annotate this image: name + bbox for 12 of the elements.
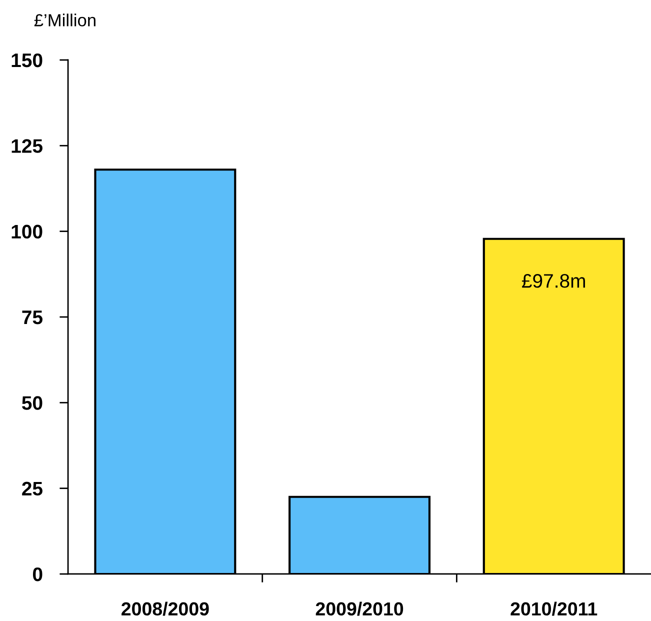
- y-tick-label: 100: [12, 224, 42, 239]
- y-tick-label: 0: [32, 567, 42, 582]
- y-axis-title: £’Million: [34, 14, 96, 26]
- y-tick-label: 150: [12, 53, 42, 68]
- x-tick-label: 2008/2009: [122, 602, 209, 616]
- y-tick-label: 25: [22, 482, 42, 496]
- data-label: £97.8m: [522, 274, 585, 288]
- y-tick-label: 75: [22, 310, 42, 324]
- y-tick-label: 125: [12, 139, 42, 153]
- x-tick-label: 2010/2011: [510, 602, 598, 616]
- x-tick-label: 2009/2010: [316, 602, 404, 616]
- y-tick-label: 50: [22, 396, 42, 410]
